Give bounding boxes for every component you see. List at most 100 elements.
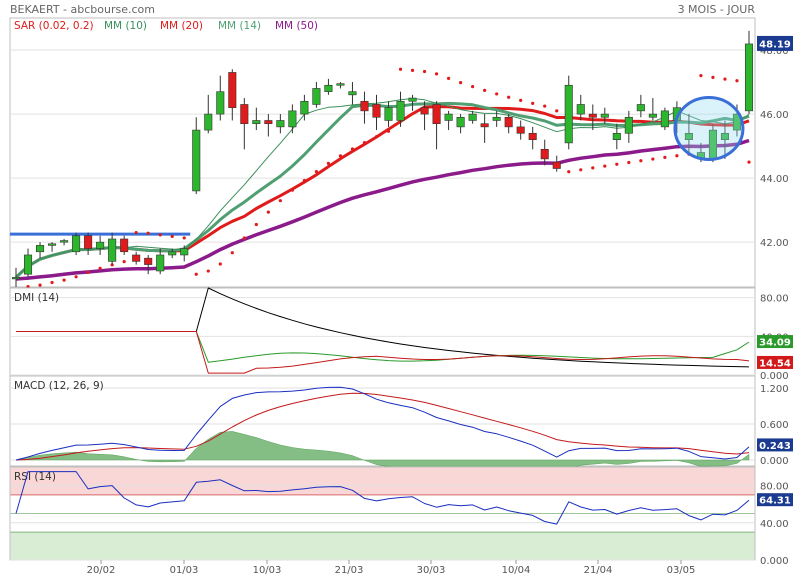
- candle-body: [312, 88, 321, 105]
- date-axis: 20/02 01/03 10/03 21/03 30/03 10/04 21/04 03/05: [87, 560, 696, 576]
- rsi-panel[interactable]: 80.00 40.00 0.000 RSI (14) 64.31: [9, 466, 793, 567]
- sar-dot: [567, 170, 571, 174]
- candle-body: [480, 123, 489, 128]
- rsi-tick-label: 0.000: [760, 556, 789, 567]
- sar-dot: [182, 236, 186, 240]
- candle-body: [516, 126, 525, 134]
- sar-dot: [302, 178, 306, 183]
- sar-dot: [434, 72, 439, 76]
- candle-body: [348, 91, 357, 96]
- candle-body: [240, 104, 249, 124]
- candle-body: [216, 91, 225, 115]
- sar-dot: [627, 160, 631, 165]
- chart-source-title: BEKAERT - abcbourse.com: [10, 3, 155, 16]
- candle-body: [252, 120, 261, 124]
- date-label: 01/03: [170, 565, 199, 576]
- candle-body: [528, 132, 537, 140]
- candle-body: [144, 257, 153, 265]
- candle-body: [132, 254, 141, 262]
- candle-body: [396, 100, 405, 121]
- sar-dot: [519, 98, 523, 102]
- candle-body: [636, 104, 645, 112]
- date-label: 30/03: [417, 565, 446, 576]
- dmi-minus-box: [757, 355, 793, 369]
- candle-body: [408, 97, 417, 102]
- dmi-adx-line: [16, 287, 750, 368]
- candle-body: [23, 254, 33, 275]
- candle-body: [120, 238, 129, 253]
- dmi-tick-label: 0.000: [760, 371, 789, 382]
- sar-dot: [735, 79, 739, 83]
- sar-dot: [266, 210, 270, 214]
- sar-dot: [38, 283, 42, 287]
- period-label[interactable]: 3 MOIS - JOUR: [678, 3, 756, 16]
- sar-dot: [398, 67, 403, 71]
- macd-tick-label: 0.000: [760, 456, 789, 467]
- sar-dot: [98, 266, 102, 270]
- sar-dot: [446, 76, 451, 80]
- legend-4: MM (14): [218, 20, 261, 32]
- candle-body: [588, 113, 597, 118]
- price-frame: [9, 17, 756, 288]
- sar-dot: [50, 280, 54, 285]
- candle-body: [444, 113, 453, 121]
- sar-dot: [326, 161, 331, 165]
- rsi-overbought-zone: [10, 467, 755, 495]
- candle-body: [300, 100, 309, 115]
- price-tick-label: 44.00: [760, 174, 789, 185]
- sar-dot: [374, 135, 379, 139]
- price-panel[interactable]: 48.00 46.00 44.00 42.00 48.19: [9, 17, 793, 289]
- macd-tick-label: 1.200: [760, 384, 789, 395]
- candle-body: [108, 238, 117, 262]
- sar-dot: [579, 168, 583, 172]
- candle-body: [456, 116, 465, 128]
- sar-dot: [170, 234, 174, 239]
- date-label: 10/03: [253, 565, 282, 576]
- sar-dot: [74, 275, 78, 279]
- candle-body: [612, 132, 621, 140]
- legend-3: MM (20): [160, 20, 203, 32]
- macd-line: [15, 386, 750, 461]
- rsi-value-box: [757, 493, 793, 507]
- sar-dot: [543, 104, 547, 108]
- candle-body: [264, 120, 273, 124]
- rsi-tick-label: 80.00: [760, 482, 789, 493]
- date-label: 03/05: [667, 565, 696, 576]
- macd-panel[interactable]: 1.200 0.600 0.000 MACD (12, 26, 9) 0.243: [9, 375, 793, 478]
- sar-dot: [254, 222, 258, 227]
- price-tick-label: 42.00: [760, 238, 789, 249]
- dmi-minus-line: [16, 331, 750, 374]
- candle-body: [372, 104, 381, 118]
- sar-dot: [591, 166, 595, 170]
- candle-body: [336, 83, 345, 86]
- sar-dot: [483, 88, 487, 93]
- sar-dot: [314, 169, 319, 174]
- sar-dot: [110, 263, 114, 267]
- candle-body: [624, 116, 633, 134]
- sar-dot: [158, 233, 162, 237]
- candle-body: [168, 251, 177, 256]
- rsi-value: 64.31: [759, 496, 791, 507]
- sar-dot: [410, 68, 415, 72]
- candle-body: [660, 110, 669, 128]
- sar-dot: [507, 95, 511, 99]
- candle-body: [744, 43, 754, 112]
- sar-dot: [615, 162, 619, 166]
- dmi-plus-value: 34.09: [759, 338, 791, 349]
- candle-body: [72, 235, 81, 253]
- last-price: 48.19: [759, 39, 791, 50]
- candle-body: [720, 132, 729, 140]
- candle-body: [468, 113, 477, 121]
- sar-dot: [86, 270, 90, 274]
- candle-body: [564, 84, 573, 144]
- sar-dot: [651, 157, 655, 161]
- highlight-circle: [673, 95, 745, 161]
- candle-body: [504, 116, 513, 128]
- sar-dot: [747, 160, 751, 164]
- sar-dot: [386, 129, 391, 133]
- sar-dot: [194, 272, 198, 276]
- date-label: 21/04: [584, 565, 613, 576]
- date-label: 21/03: [335, 565, 364, 576]
